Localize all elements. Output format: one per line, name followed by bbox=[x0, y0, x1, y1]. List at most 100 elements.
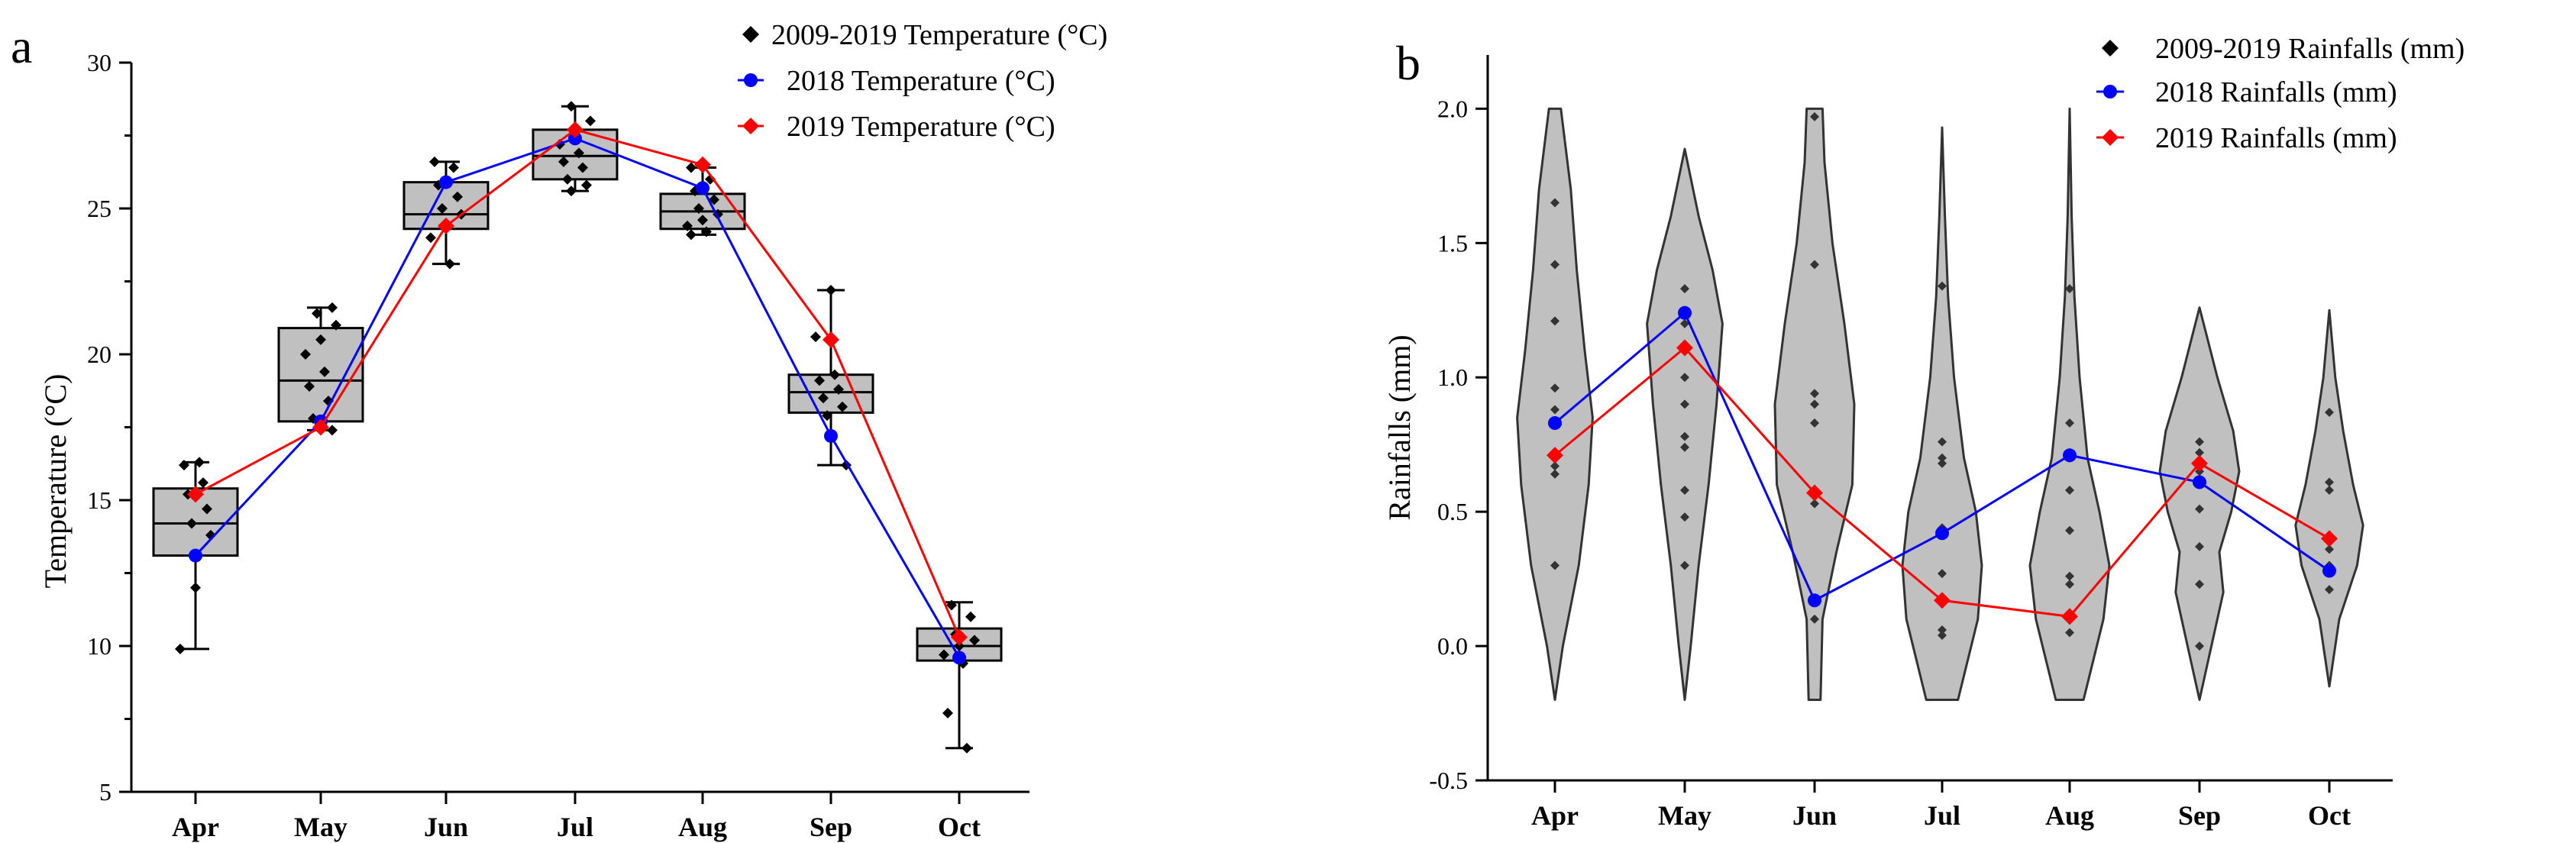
violin-1 bbox=[1646, 147, 1724, 701]
series-point-a-1-5 bbox=[823, 331, 839, 348]
historical-point-a-1-4 bbox=[319, 366, 330, 377]
historical-point-b-1-6 bbox=[1680, 373, 1689, 383]
historical-point-b-0-0 bbox=[1550, 560, 1559, 570]
violin-6 bbox=[2294, 308, 2364, 688]
historical-point-b-4-5 bbox=[2065, 486, 2074, 495]
legend-b: 2009-2019 Rainfalls (mm) 2018 Rainfalls … bbox=[2096, 33, 2464, 154]
historical-point-b-0-3 bbox=[1550, 405, 1559, 415]
historical-point-a-5-8 bbox=[826, 284, 836, 296]
legend-marker-2018-b bbox=[2103, 85, 2117, 99]
series-point-b-0-2 bbox=[1808, 593, 1821, 608]
series-point-b-1-6 bbox=[2321, 530, 2338, 547]
historical-point-a-6-8 bbox=[946, 599, 957, 611]
historical-point-b-3-0 bbox=[1938, 631, 1947, 640]
historical-point-a-4-9 bbox=[686, 162, 697, 173]
historical-point-b-0-4 bbox=[1550, 383, 1559, 393]
historical-point-b-0-6 bbox=[1550, 260, 1559, 270]
y-axis-title-b: Rainfalls (mm) bbox=[1382, 334, 1417, 520]
violin-5 bbox=[2158, 306, 2241, 701]
y-tick-label-b-0: -0.5 bbox=[1429, 767, 1468, 794]
x-tick-label-a-4: Aug bbox=[678, 812, 727, 842]
historical-point-a-6-7 bbox=[965, 611, 976, 622]
historical-point-a-4-6 bbox=[709, 194, 719, 205]
historical-point-a-4-0 bbox=[686, 229, 697, 241]
historical-point-b-3-6 bbox=[1938, 453, 1947, 463]
x-tick-label-b-5: Sep bbox=[2178, 800, 2221, 831]
historical-point-b-0-2 bbox=[1550, 461, 1559, 471]
historical-point-b-5-0 bbox=[2195, 641, 2204, 651]
series-point-a-1-1 bbox=[312, 418, 329, 436]
series-point-a-0-2 bbox=[439, 175, 453, 189]
historical-point-b-3-1 bbox=[1938, 625, 1947, 635]
historical-point-a-6-5 bbox=[969, 635, 980, 646]
historical-point-b-2-4 bbox=[1810, 418, 1819, 428]
historical-point-b-5-1 bbox=[2195, 580, 2204, 589]
historical-point-a-3-8 bbox=[585, 115, 596, 127]
historical-point-b-2-2 bbox=[1810, 499, 1819, 509]
historical-point-b-6-0 bbox=[2325, 585, 2334, 595]
legend-label-historical-a: 2009-2019 Temperature (°C) bbox=[771, 19, 1107, 51]
historical-point-a-5-4 bbox=[833, 383, 844, 395]
series-point-a-1-3 bbox=[567, 121, 583, 138]
historical-point-a-3-4 bbox=[558, 156, 569, 167]
y-tick-label-b-2: 0.5 bbox=[1437, 498, 1468, 525]
historical-point-a-6-3 bbox=[939, 649, 949, 661]
series-point-b-1-0 bbox=[1547, 447, 1563, 464]
historical-point-a-4-8 bbox=[705, 173, 716, 185]
historical-point-b-1-1 bbox=[1680, 512, 1689, 522]
historical-point-a-0-8 bbox=[194, 457, 205, 468]
legend-marker-historical-b bbox=[2102, 40, 2119, 57]
y-tick-label-b-3: 1.0 bbox=[1437, 363, 1468, 391]
historical-point-a-2-7 bbox=[448, 162, 459, 173]
temperature-chart: a Temperature (°C) 5 10 15 20 25 30 Apr May Jun… bbox=[11, 19, 1107, 842]
historical-point-a-4-3 bbox=[697, 215, 708, 226]
historical-point-b-0-7 bbox=[1550, 198, 1559, 208]
historical-point-b-3-7 bbox=[1938, 437, 1947, 447]
panel-label-a: a bbox=[11, 19, 32, 73]
legend-label-2019-a: 2019 Temperature (°C) bbox=[787, 111, 1055, 143]
historical-point-b-6-4 bbox=[2325, 477, 2334, 487]
y-tick-label-a-4: 25 bbox=[87, 195, 112, 222]
legend-marker-historical-a bbox=[742, 26, 759, 43]
historical-point-b-2-0 bbox=[1810, 614, 1819, 624]
series-point-a-0-4 bbox=[696, 181, 709, 195]
y-tick-label-b-1: 0.0 bbox=[1437, 632, 1468, 660]
historical-point-a-2-5 bbox=[452, 191, 463, 202]
historical-point-a-5-3 bbox=[818, 392, 829, 404]
series-point-a-0-5 bbox=[824, 428, 838, 443]
historical-point-b-5-5 bbox=[2195, 447, 2204, 457]
historical-point-a-4-2 bbox=[682, 220, 693, 231]
series-point-b-0-1 bbox=[1678, 305, 1692, 320]
y-tick-label-b-4: 1.5 bbox=[1437, 229, 1468, 257]
historical-point-b-6-3 bbox=[2325, 486, 2334, 495]
rainfall-chart: b Rainfalls (mm) -0.5 0.0 0.5 1.0 1.5 2.0 Apr… bbox=[1382, 33, 2464, 831]
historical-point-b-1-4 bbox=[1680, 431, 1689, 441]
historical-point-b-3-8 bbox=[1938, 281, 1947, 291]
legend-a: 2009-2019 Temperature (°C) 2018 Temperat… bbox=[738, 19, 1107, 143]
historical-point-b-3-5 bbox=[1938, 458, 1947, 468]
historical-point-b-2-5 bbox=[1810, 399, 1819, 409]
historical-point-b-1-5 bbox=[1680, 399, 1689, 409]
historical-point-a-0-7 bbox=[179, 460, 189, 471]
historical-point-b-4-8 bbox=[2065, 284, 2074, 294]
violin-0 bbox=[1516, 107, 1594, 701]
historical-point-a-3-1 bbox=[581, 179, 592, 191]
legend-marker-2018-a bbox=[744, 73, 758, 87]
x-tick-label-b-6: Oct bbox=[2308, 800, 2351, 831]
historical-point-a-1-7 bbox=[331, 319, 341, 331]
historical-point-b-5-2 bbox=[2195, 541, 2204, 551]
series-point-a-1-4 bbox=[694, 156, 711, 173]
x-tick-label-b-3: Jul bbox=[1924, 800, 1960, 831]
series-point-a-0-3 bbox=[568, 131, 582, 146]
legend-label-2018-a: 2018 Temperature (°C) bbox=[787, 65, 1055, 97]
box-plots bbox=[152, 105, 1003, 750]
historical-point-b-2-8 bbox=[1810, 111, 1819, 121]
historical-point-b-4-4 bbox=[2065, 525, 2074, 535]
x-tick-label-a-3: Jul bbox=[557, 812, 593, 842]
x-tick-label-a-5: Sep bbox=[810, 812, 852, 842]
x-tick-label-b-4: Aug bbox=[2045, 800, 2094, 831]
historical-point-a-2-4 bbox=[437, 203, 448, 214]
series-point-b-0-4 bbox=[2063, 448, 2077, 463]
historical-point-a-3-0 bbox=[566, 186, 577, 197]
